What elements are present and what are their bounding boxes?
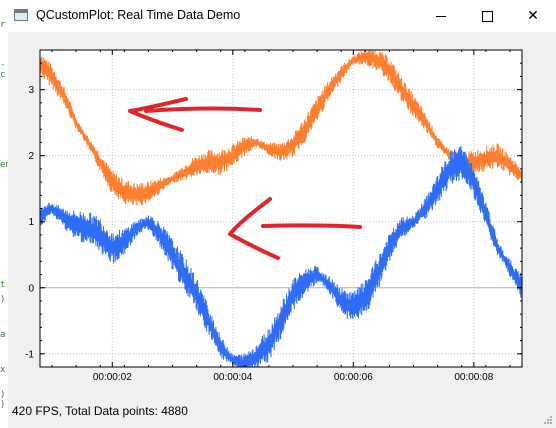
close-button[interactable]: ✕ (510, 0, 556, 32)
x-tick-label: 00:00:08 (454, 372, 493, 383)
red-arrow-head-lower (228, 197, 280, 260)
editor-fragment-text: a (0, 330, 6, 340)
series-line-1 (39, 145, 523, 368)
maximize-button[interactable] (464, 0, 510, 32)
y-tick-label: 0 (28, 283, 34, 294)
title-bar[interactable]: QCustomPlot: Real Time Data Demo ✕ (8, 0, 556, 32)
minimize-icon (436, 15, 446, 17)
axes: 3 2 1 0 -1 00:00:02 00:00:04 00:00:06 00:00:08 (25, 49, 523, 383)
red-arrow-shaft-upper (144, 106, 262, 113)
editor-fragment-text: x (0, 365, 6, 375)
y-tick-label: 2 (28, 151, 34, 162)
real-time-chart[interactable]: 3 2 1 0 -1 00:00:02 00:00:04 00:00:06 00:00:08 (8, 32, 556, 395)
x-tick-label: 00:00:02 (93, 372, 132, 383)
x-tick-label: 00:00:06 (334, 372, 373, 383)
status-bar: 420 FPS, Total Data points: 4880 (8, 395, 556, 428)
series-group (39, 49, 523, 368)
series-line-0 (39, 49, 523, 206)
y-tick-label: 3 (28, 85, 34, 96)
app-window-icon (14, 9, 28, 21)
editor-fragment-text: ) (0, 295, 6, 305)
editor-fragment-text: en (0, 160, 11, 170)
resize-grip-icon[interactable] (543, 415, 553, 425)
window-title: QCustomPlot: Real Time Data Demo (36, 8, 241, 22)
red-arrow-shaft-lower (261, 223, 362, 229)
editor-fragment-text: -c (0, 60, 6, 80)
x-tick-label: 00:00:04 (213, 372, 252, 383)
status-text: 420 FPS, Total Data points: 4880 (12, 404, 188, 418)
red-arrow-head-upper (128, 97, 188, 132)
annotation-arrows (128, 97, 362, 260)
close-icon: ✕ (527, 8, 539, 24)
minimize-button[interactable] (418, 0, 464, 32)
editor-fragment-text: r (0, 20, 6, 30)
y-tick-label: 1 (28, 217, 34, 228)
editor-fragment-text: ) (0, 400, 6, 410)
app-window: QCustomPlot: Real Time Data Demo ✕ 3 2 1 0 -… (8, 0, 556, 428)
plot-area[interactable]: 3 2 1 0 -1 00:00:02 00:00:04 00:00:06 00:00:08 (8, 32, 556, 395)
plot-frame (39, 49, 523, 368)
editor-fragment-text: ) (0, 390, 6, 400)
editor-fragment-text: t (0, 280, 6, 290)
y-tick-label: -1 (25, 349, 34, 360)
maximize-icon (481, 10, 493, 22)
